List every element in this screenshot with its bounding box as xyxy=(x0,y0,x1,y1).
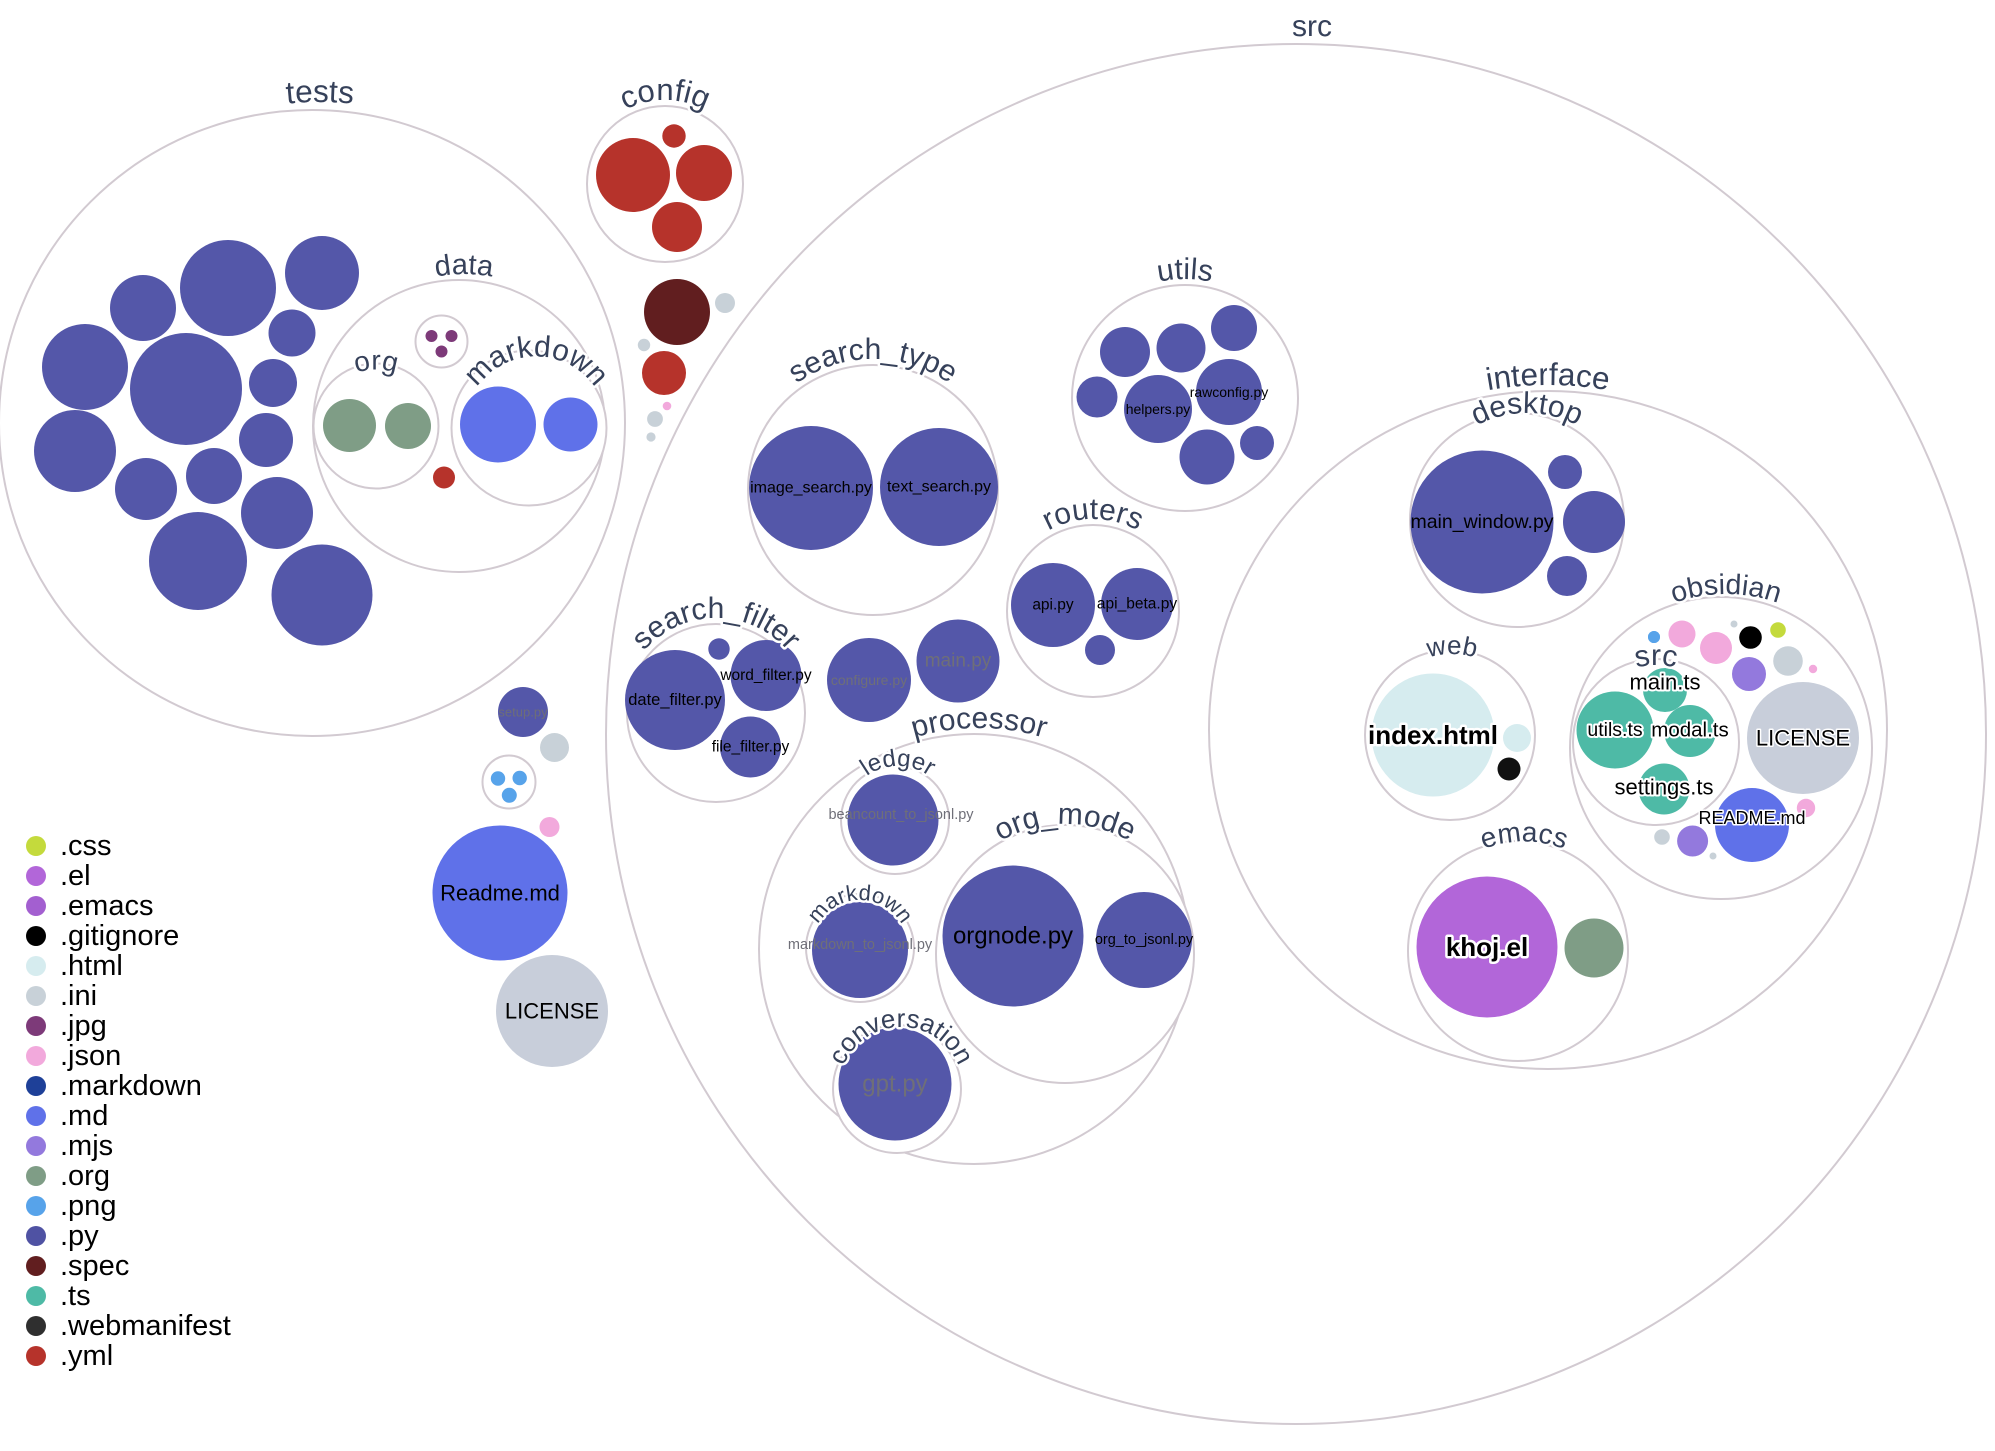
svg-text:org: org xyxy=(351,345,402,379)
svg-text:main.py: main.py xyxy=(925,651,992,672)
svg-text:src: src xyxy=(1632,639,1680,674)
svg-text:image_search.py: image_search.py xyxy=(750,480,872,497)
svg-text:interface: interface xyxy=(1483,356,1612,397)
svg-text:rawconfig.py: rawconfig.py xyxy=(1190,384,1269,400)
svg-text:LICENSE: LICENSE xyxy=(1756,726,1850,751)
svg-text:text_search.py: text_search.py xyxy=(887,479,991,496)
svg-text:.ts: .ts xyxy=(60,1280,91,1312)
svg-text:.emacs: .emacs xyxy=(60,890,153,922)
svg-text:.py: .py xyxy=(60,1220,99,1252)
svg-text:word_filter.py: word_filter.py xyxy=(719,667,812,684)
svg-text:file_filter.py: file_filter.py xyxy=(712,739,790,756)
svg-text:orgnode.py: orgnode.py xyxy=(953,923,1073,950)
svg-text:main_window.py: main_window.py xyxy=(1410,511,1553,533)
svg-text:.css: .css xyxy=(60,830,112,862)
svg-text:api.py: api.py xyxy=(1032,597,1074,614)
svg-text:api_beta.py: api_beta.py xyxy=(1097,596,1177,613)
svg-text:index.html: index.html xyxy=(1368,720,1498,750)
svg-text:.org: .org xyxy=(60,1160,110,1192)
svg-text:src: src xyxy=(1292,10,1333,43)
svg-text:web: web xyxy=(1423,630,1480,663)
svg-text:markdown_to_jsonl.py: markdown_to_jsonl.py xyxy=(788,937,933,953)
svg-text:.webmanifest: .webmanifest xyxy=(60,1310,231,1342)
svg-text:Readme.md: Readme.md xyxy=(440,881,560,906)
svg-text:date_filter.py: date_filter.py xyxy=(628,691,722,709)
svg-text:.md: .md xyxy=(60,1100,108,1132)
svg-text:.gitignore: .gitignore xyxy=(60,920,179,952)
svg-text:main.ts: main.ts xyxy=(1630,670,1701,695)
svg-text:.mjs: .mjs xyxy=(60,1130,113,1162)
svg-text:modal.ts: modal.ts xyxy=(1651,719,1728,742)
svg-text:khoj.el: khoj.el xyxy=(1446,932,1528,962)
svg-text:.json: .json xyxy=(60,1040,121,1072)
svg-text:.ini: .ini xyxy=(60,980,97,1012)
svg-text:helpers.py: helpers.py xyxy=(1126,401,1191,417)
svg-text:configure.py: configure.py xyxy=(831,672,907,688)
svg-text:org_to_jsonl.py: org_to_jsonl.py xyxy=(1095,932,1194,948)
svg-text:.spec: .spec xyxy=(60,1250,129,1282)
svg-text:gpt.py: gpt.py xyxy=(862,1071,927,1098)
svg-text:.yml: .yml xyxy=(60,1340,113,1372)
svg-text:LICENSE: LICENSE xyxy=(505,999,599,1024)
svg-text:.markdown: .markdown xyxy=(60,1070,202,1102)
svg-text:processor: processor xyxy=(907,702,1051,744)
svg-text:.png: .png xyxy=(60,1190,116,1222)
svg-text:setup.py: setup.py xyxy=(498,705,548,720)
svg-text:.jpg: .jpg xyxy=(60,1010,107,1042)
svg-text:.html: .html xyxy=(60,950,123,982)
svg-text:settings.ts: settings.ts xyxy=(1614,775,1713,800)
svg-text:utils: utils xyxy=(1155,253,1216,289)
svg-text:.el: .el xyxy=(60,860,91,892)
svg-text:data: data xyxy=(433,249,497,284)
svg-text:README.md: README.md xyxy=(1698,808,1805,828)
svg-text:utils.ts: utils.ts xyxy=(1587,719,1643,741)
svg-text:beancount_to_jsonl.py: beancount_to_jsonl.py xyxy=(828,807,974,823)
